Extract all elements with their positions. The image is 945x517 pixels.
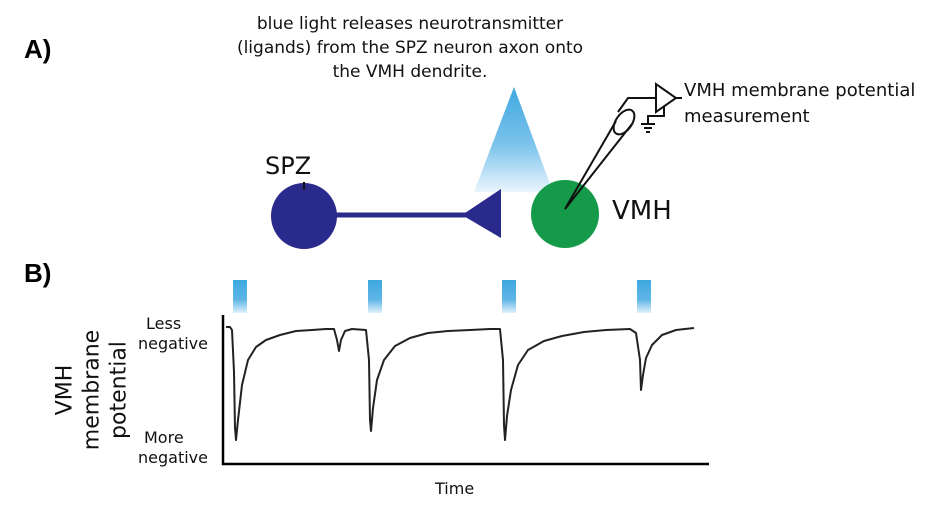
more-negative-label: More negative [138,428,208,468]
less-negative-label: Less negative [138,314,208,354]
measurement-label: VMH membrane potential measurement [684,78,915,130]
caption-line-1: blue light releases neurotransmitter [256,14,564,34]
spz-label: SPZ [265,152,312,180]
more-line-1: More [144,428,184,447]
spz-neuron [271,183,337,249]
electrode [564,82,682,210]
light-pulse-4 [637,280,651,313]
light-cone [474,87,553,192]
light-caption: blue light releases neurotransmitter (li… [230,12,590,84]
membrane-trace [226,326,695,441]
vmh-neuron [531,180,599,248]
light-pulse-1 [233,280,247,313]
less-line-1: Less [146,314,182,333]
x-axis-label: Time [435,479,475,498]
caption-line-2: (ligands) from the SPZ neuron axon onto [236,38,584,58]
light-pulse-3 [502,280,516,313]
vmh-label: VMH [612,196,672,226]
panel-b-label: B) [24,258,52,288]
measurement-line-1: VMH membrane potential [684,80,916,101]
light-pulse-2 [368,280,382,313]
measurement-line-2: measurement [684,106,810,127]
panel-a-label: A) [24,34,52,64]
less-line-2: negative [138,334,208,353]
axon-terminal [462,189,501,238]
caption-line-3: the VMH dendrite. [332,62,488,82]
more-line-2: negative [138,448,208,467]
